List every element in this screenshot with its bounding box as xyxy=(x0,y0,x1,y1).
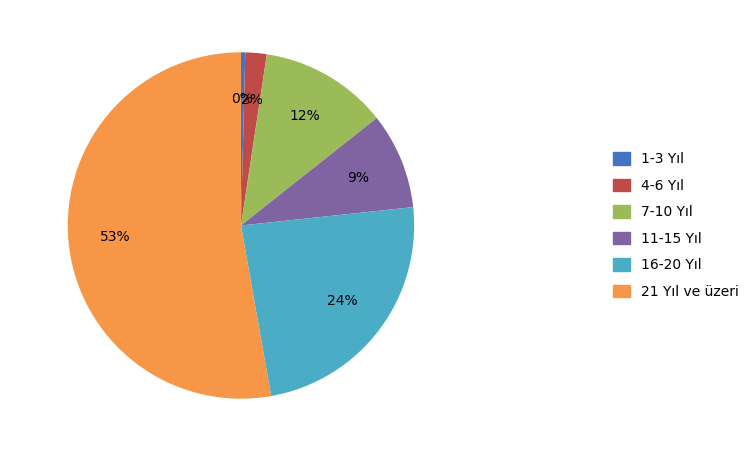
Legend: 1-3 Yıl, 4-6 Yıl, 7-10 Yıl, 11-15 Yıl, 16-20 Yıl, 21 Yıl ve üzeri: 1-3 Yıl, 4-6 Yıl, 7-10 Yıl, 11-15 Yıl, 1… xyxy=(613,152,739,299)
Text: 0%: 0% xyxy=(232,92,254,106)
Text: 9%: 9% xyxy=(347,170,369,184)
Text: 24%: 24% xyxy=(327,295,358,308)
Wedge shape xyxy=(241,207,414,396)
Text: 12%: 12% xyxy=(289,109,320,123)
Wedge shape xyxy=(241,52,245,226)
Text: 53%: 53% xyxy=(99,230,130,244)
Wedge shape xyxy=(241,118,413,226)
Wedge shape xyxy=(241,54,376,226)
Text: 2%: 2% xyxy=(241,92,263,106)
Wedge shape xyxy=(241,52,267,226)
Wedge shape xyxy=(68,52,271,399)
